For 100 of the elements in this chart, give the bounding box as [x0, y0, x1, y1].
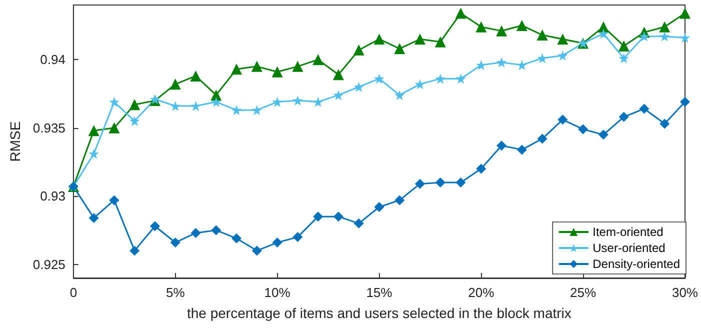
point: [312, 54, 324, 66]
point: [313, 96, 324, 107]
legend-label: Item-oriented: [592, 225, 664, 239]
point: [88, 125, 100, 136]
point: [414, 178, 425, 189]
point: [292, 96, 303, 106]
point: [108, 122, 120, 134]
point: [374, 74, 384, 84]
x-tick-label: 20%: [468, 285, 495, 300]
point: [456, 177, 466, 188]
point: [557, 34, 568, 45]
point: [130, 246, 140, 256]
x-tick-label: 5%: [166, 285, 186, 300]
point: [354, 218, 364, 228]
point: [292, 232, 303, 242]
point: [374, 202, 384, 212]
point: [476, 60, 486, 70]
y-tick-label: 0.94: [40, 52, 66, 68]
point: [639, 31, 650, 42]
point: [211, 225, 222, 236]
point: [516, 60, 527, 70]
point: [251, 60, 262, 72]
point: [88, 148, 99, 159]
point: [435, 177, 446, 188]
point: [231, 64, 242, 75]
point: [232, 105, 242, 116]
point: [578, 124, 588, 134]
point: [170, 78, 181, 90]
y-tick-label: 0.93: [40, 188, 66, 204]
legend-label: Density-oriented: [592, 257, 680, 271]
point: [190, 70, 202, 82]
point: [190, 228, 201, 238]
point: [660, 31, 670, 42]
point: [639, 104, 650, 114]
point: [537, 53, 548, 64]
point: [109, 195, 120, 206]
point: [332, 69, 344, 80]
point: [618, 40, 630, 52]
x-tick-label: 10%: [264, 285, 291, 300]
x-axis-title: the percentage of items and users selected in the block matrix: [186, 305, 572, 321]
point: [272, 96, 282, 107]
x-tick-label: 25%: [570, 285, 597, 300]
point: [211, 96, 222, 107]
point: [659, 21, 670, 32]
point: [170, 101, 180, 112]
point: [456, 74, 466, 84]
point: [150, 221, 160, 232]
point: [598, 130, 608, 140]
point: [414, 34, 426, 45]
point: [354, 82, 364, 92]
point: [333, 212, 344, 222]
point: [434, 36, 446, 48]
point: [88, 212, 99, 223]
point: [680, 96, 690, 107]
point: [496, 140, 507, 151]
y-tick-label: 0.935: [32, 120, 66, 136]
point: [680, 32, 690, 43]
point: [333, 90, 344, 100]
point: [618, 112, 629, 122]
x-tick-label: 0: [70, 285, 78, 300]
point: [374, 34, 385, 45]
point: [109, 96, 120, 107]
point: [252, 105, 262, 116]
point: [129, 99, 140, 110]
point: [130, 116, 140, 126]
point: [435, 74, 446, 84]
point: [414, 79, 425, 90]
point: [272, 238, 282, 248]
point: [292, 60, 304, 72]
point: [516, 20, 528, 31]
point: [272, 66, 283, 78]
point: [496, 57, 507, 68]
y-axis-title: RMSE: [7, 121, 23, 162]
point: [536, 30, 548, 41]
point: [394, 195, 405, 206]
point: [313, 212, 324, 222]
point: [598, 28, 608, 39]
point: [252, 246, 262, 256]
point: [679, 8, 690, 19]
x-tick-label: 15%: [366, 285, 393, 300]
point: [353, 44, 364, 56]
y-tick-label: 0.925: [32, 256, 66, 272]
point: [476, 164, 486, 174]
point: [394, 90, 405, 100]
point: [558, 114, 568, 125]
point: [598, 21, 609, 32]
x-tick-label: 30%: [672, 285, 698, 300]
point: [558, 50, 568, 61]
point: [660, 118, 670, 129]
point: [516, 144, 527, 155]
point: [618, 53, 629, 64]
point: [190, 101, 201, 112]
point: [496, 25, 508, 36]
point: [170, 238, 180, 248]
point: [455, 8, 466, 19]
point: [394, 43, 406, 54]
point: [537, 134, 548, 144]
legend-label: User-oriented: [592, 241, 666, 255]
point: [232, 233, 242, 244]
point: [476, 21, 487, 32]
